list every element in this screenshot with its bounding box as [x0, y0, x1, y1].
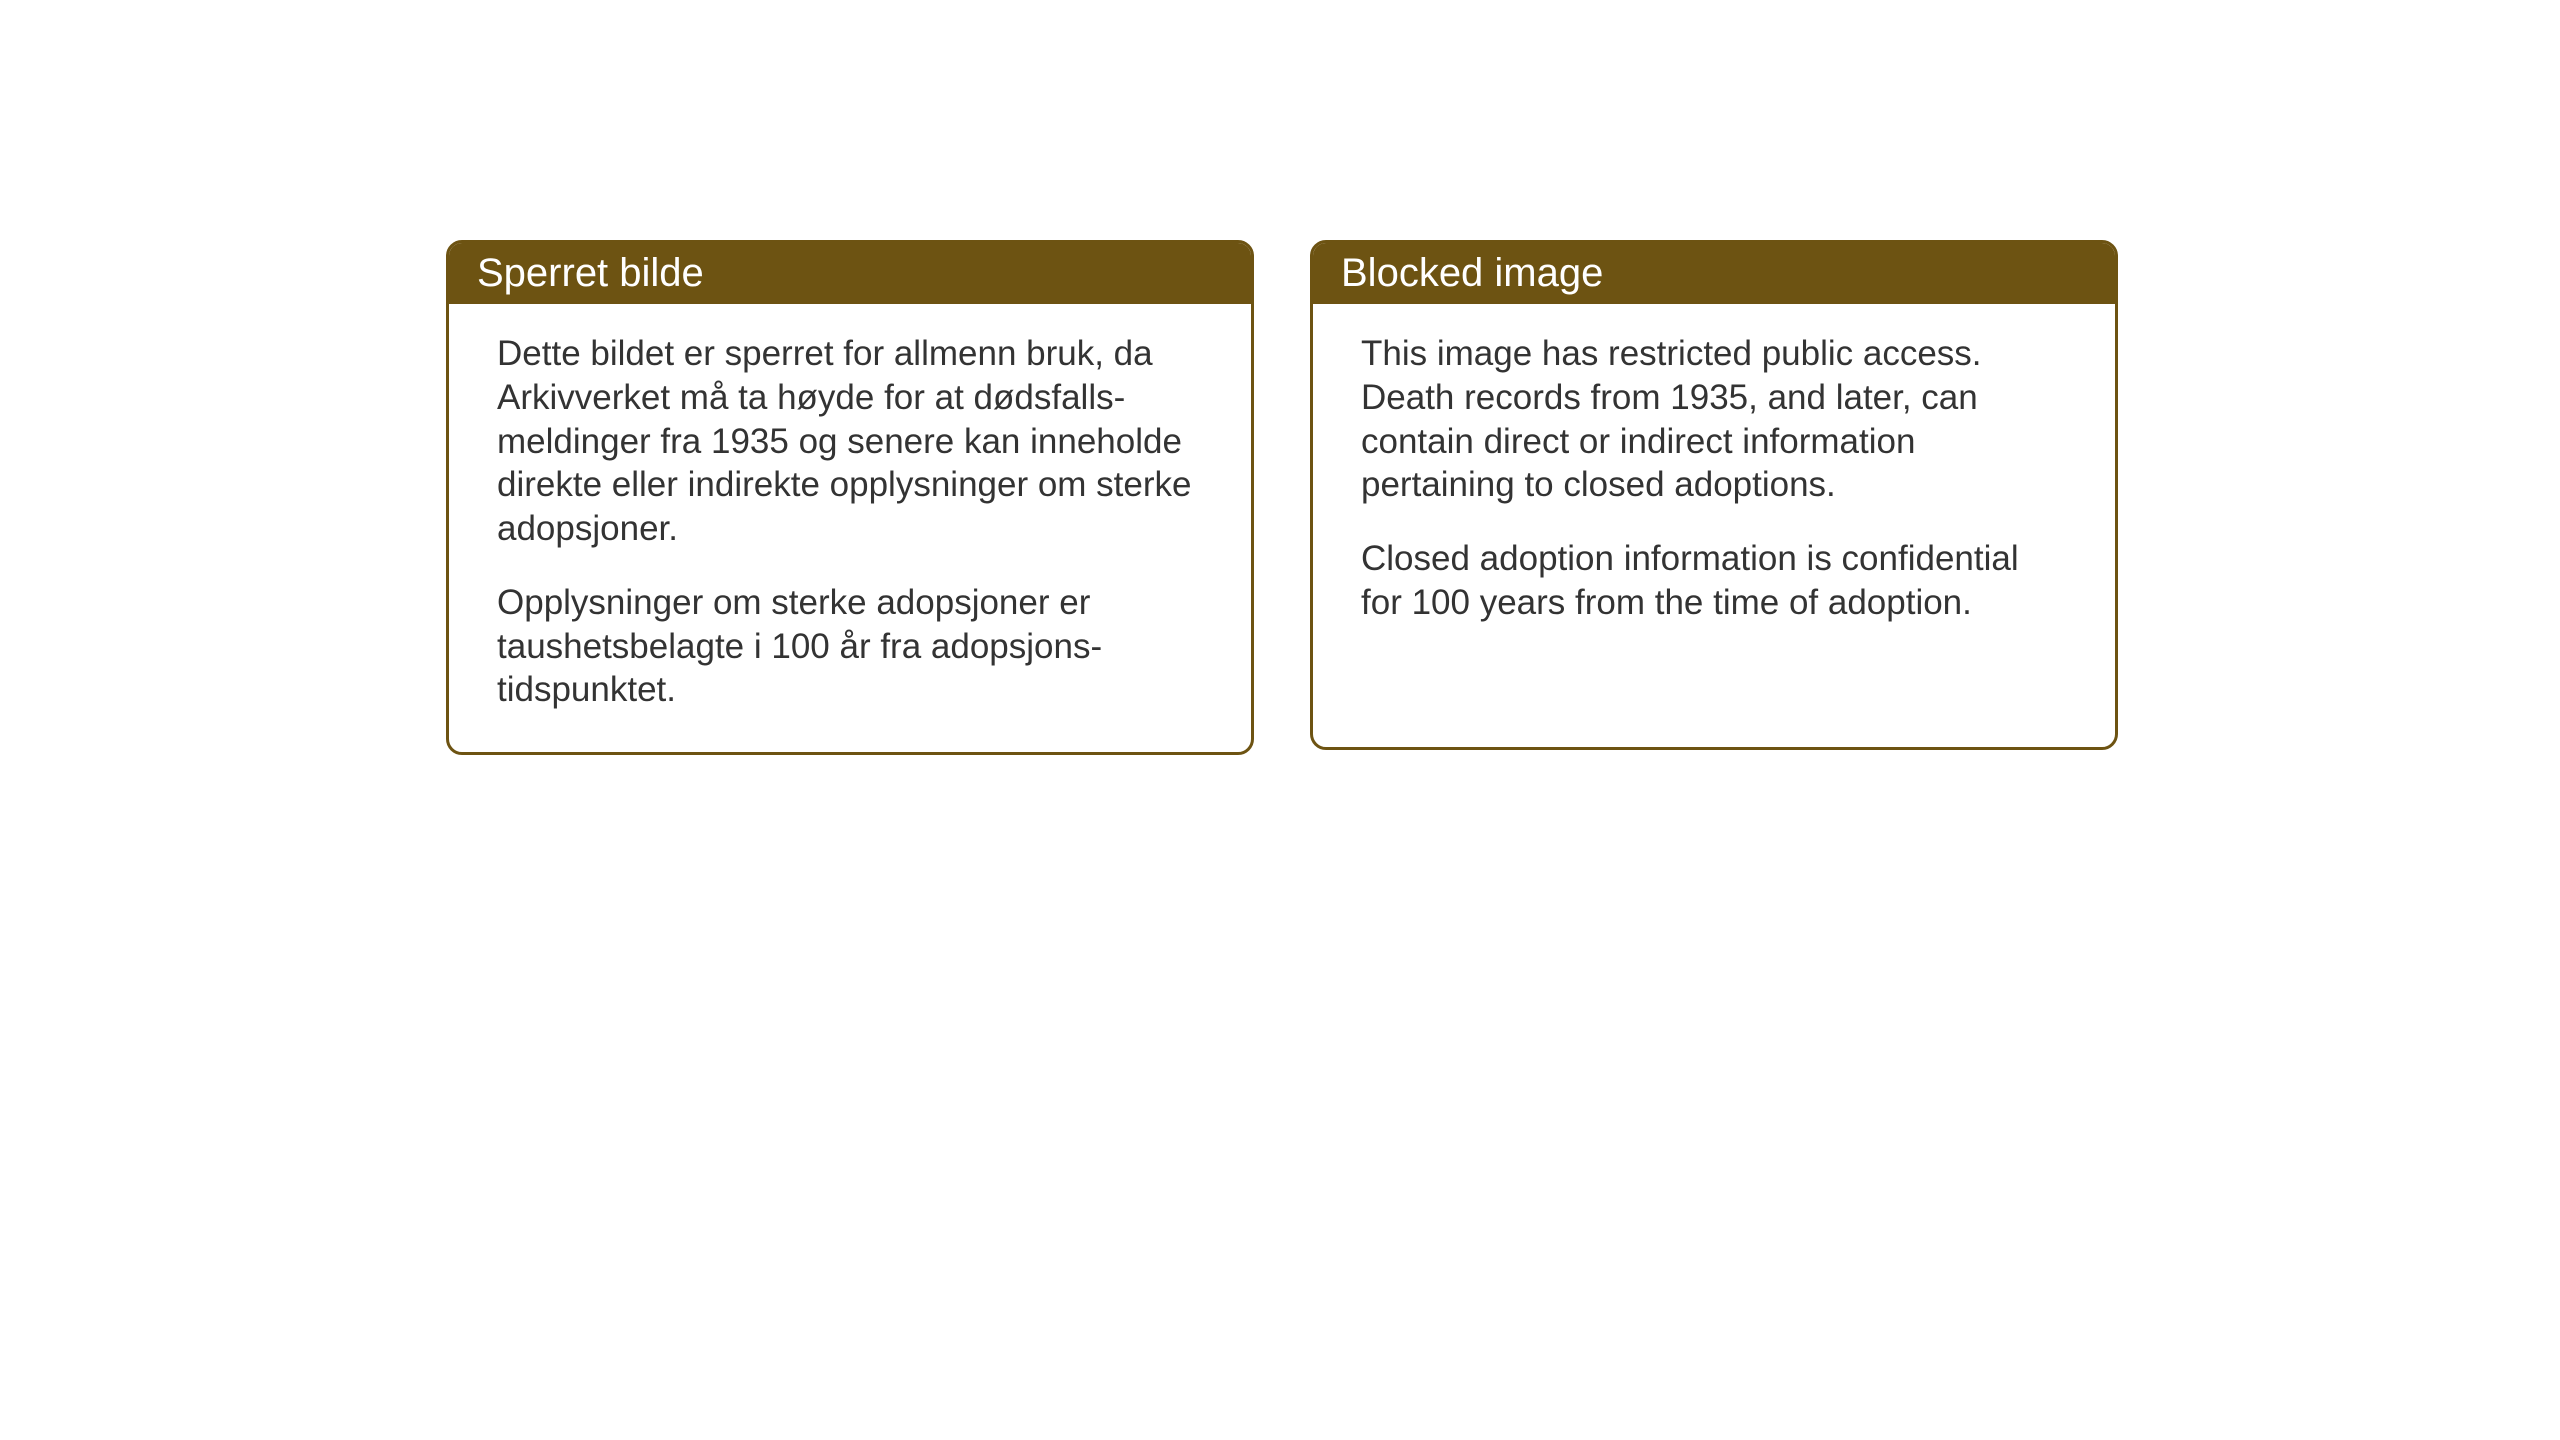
notice-paragraph-1-english: This image has restricted public access.… — [1361, 332, 2067, 507]
notice-box-norwegian: Sperret bilde Dette bildet er sperret fo… — [446, 240, 1254, 755]
notice-box-english: Blocked image This image has restricted … — [1310, 240, 2118, 750]
notice-title-norwegian: Sperret bilde — [477, 251, 704, 295]
notice-paragraph-2-english: Closed adoption information is confident… — [1361, 537, 2067, 625]
notice-header-english: Blocked image — [1313, 243, 2115, 304]
notice-paragraph-1-norwegian: Dette bildet er sperret for allmenn bruk… — [497, 332, 1203, 551]
notice-title-english: Blocked image — [1341, 251, 1603, 295]
notices-container: Sperret bilde Dette bildet er sperret fo… — [446, 240, 2118, 755]
notice-body-norwegian: Dette bildet er sperret for allmenn bruk… — [449, 304, 1251, 752]
notice-body-english: This image has restricted public access.… — [1313, 304, 2115, 665]
notice-paragraph-2-norwegian: Opplysninger om sterke adopsjoner er tau… — [497, 581, 1203, 712]
notice-header-norwegian: Sperret bilde — [449, 243, 1251, 304]
